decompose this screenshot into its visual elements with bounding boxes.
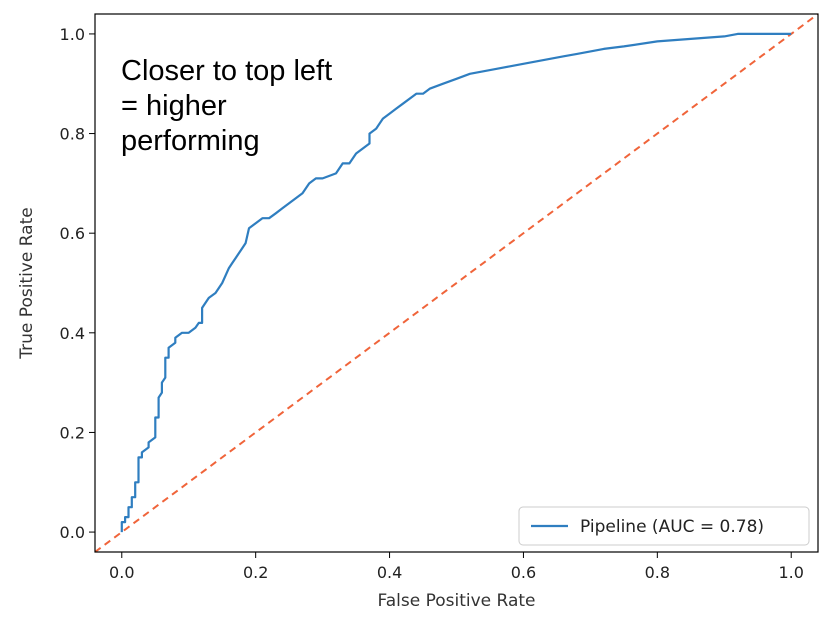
- plot-area: [94, 13, 819, 553]
- axes-frame: [94, 13, 819, 553]
- annotation-line: = higher: [121, 90, 227, 122]
- y-tick-label: 0.4: [60, 324, 85, 343]
- y-tick-label: 0.8: [60, 125, 85, 144]
- annotation-line: Closer to top left: [121, 55, 332, 87]
- y-tick-label: 1.0: [60, 25, 85, 44]
- x-tick-label: 0.2: [243, 563, 268, 582]
- annotation-line: performing: [121, 125, 260, 157]
- x-tick-label: 0.0: [109, 563, 134, 582]
- x-axis-label: False Positive Rate: [378, 591, 536, 611]
- x-tick-label: 0.8: [645, 563, 670, 582]
- legend: Pipeline (AUC = 0.78): [518, 506, 810, 546]
- x-tick-label: 0.4: [377, 563, 402, 582]
- x-tick-label: 0.6: [511, 563, 536, 582]
- x-tick-label: 1.0: [778, 563, 803, 582]
- y-axis-label: True Positive Rate: [17, 207, 37, 359]
- legend-label: Pipeline (AUC = 0.78): [580, 517, 764, 537]
- roc-curve-line: [120, 32, 792, 533]
- y-tick-label: 0.2: [60, 423, 85, 442]
- y-tick-label: 0.0: [60, 523, 85, 542]
- ticks: 0.0 0.2 0.4 0.6 0.8 1.0 0.0 0.2 0.4 0.6 0.8 1.0: [60, 25, 804, 582]
- chance-line: [94, 13, 819, 553]
- legend-box: [518, 506, 810, 546]
- y-tick-label: 0.6: [60, 224, 85, 243]
